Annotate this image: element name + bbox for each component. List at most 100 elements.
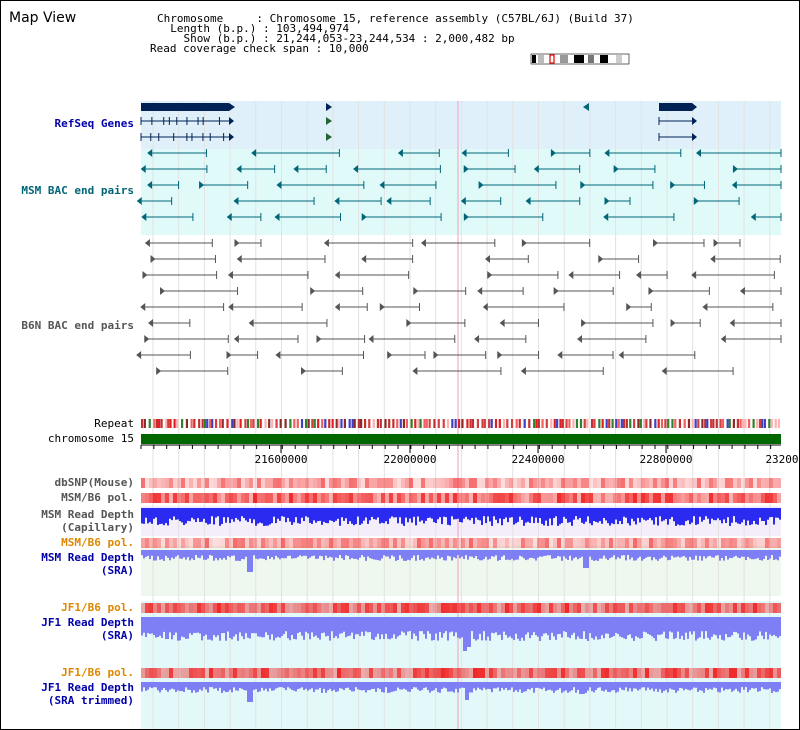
msm-b6-pol-cell (633, 493, 637, 503)
dbsnp-density-cell (281, 478, 285, 488)
msm-b6-pol-cell (333, 493, 337, 503)
jf1-trimmed-depth-bar (251, 682, 253, 702)
msm-b6-pol-sra-cell (777, 538, 781, 548)
jf1-b6-pol-trimmed-cell (257, 668, 261, 678)
jf1-trimmed-depth-bar (501, 682, 503, 688)
track-label-jf1-b6-pol-trimmed[interactable]: JF1/B6 pol. (61, 666, 134, 679)
msm-sra-depth-bar (479, 550, 481, 561)
track-label-b6n-bac[interactable]: B6N BAC end pairs (21, 319, 134, 332)
msm-bac-pair-end (525, 197, 531, 205)
repeat-segment (565, 419, 568, 428)
jf1-b6-pol-trimmed-cell (553, 668, 557, 678)
jf1-sra-depth-bar (143, 617, 145, 633)
jf1-sra-depth-bar (273, 617, 275, 641)
jf1-sra-depth-bar (453, 617, 455, 637)
track-label-msm-b6-pol-sra[interactable]: MSM/B6 pol. (61, 536, 134, 549)
repeat-segment (515, 419, 518, 428)
jf1-b6-pol-cell (633, 603, 637, 613)
track-label-repeat[interactable]: Repeat (94, 417, 134, 430)
msm-capillary-depth-bar (223, 508, 225, 518)
jf1-b6-pol-trimmed-cell (593, 668, 597, 678)
jf1-trimmed-depth-bar (571, 682, 573, 691)
b6n-bac-pair-end (433, 351, 439, 359)
msm-capillary-depth-bar (663, 508, 665, 521)
jf1-sra-depth-bar (209, 617, 211, 640)
msm-sra-depth-bar (767, 550, 769, 561)
msm-capillary-depth-bar (329, 508, 331, 521)
msm-sra-depth-bar (431, 550, 433, 558)
msm-capillary-depth-bar (307, 508, 309, 518)
msm-sra-depth-bar (333, 550, 335, 561)
track-label-msm-read-depth-sra[interactable]: MSM Read Depth (SRA) (41, 551, 134, 577)
jf1-sra-depth-bar (701, 617, 703, 632)
jf1-trimmed-depth-bar (729, 682, 731, 689)
track-label-dbsnp[interactable]: dbSNP(Mouse) (54, 476, 134, 489)
track-label-msm-read-depth-capillary[interactable]: MSM Read Depth (Capillary) (41, 508, 134, 534)
jf1-sra-depth-bar (409, 617, 411, 632)
jf1-b6-pol-cell (393, 603, 397, 613)
msm-b6-pol-cell (545, 493, 549, 503)
jf1-sra-depth-bar (591, 617, 593, 638)
msm-capillary-depth-bar (237, 508, 239, 520)
jf1-b6-pol-trimmed-cell (305, 668, 309, 678)
track-label-msm-bac[interactable]: MSM BAC end pairs (21, 184, 134, 197)
repeat-segment (541, 419, 544, 428)
msm-bac-pair-end (386, 197, 392, 205)
msm-bac-pair-end (460, 197, 466, 205)
dbsnp-density-cell (181, 478, 185, 488)
jf1-trimmed-depth-bar (323, 682, 325, 689)
msm-capillary-depth-bar (177, 508, 179, 520)
jf1-b6-pol-cell (773, 603, 777, 613)
track-label-refseq-genes[interactable]: RefSeq Genes (54, 117, 134, 130)
gene-arrow (326, 133, 332, 141)
msm-b6-pol-cell (261, 493, 265, 503)
msm-sra-depth-bar (331, 550, 333, 558)
b6n-bac-pair-end (420, 239, 426, 247)
msm-sra-depth-bar (449, 550, 451, 557)
dbsnp-density-cell (253, 478, 257, 488)
jf1-b6-pol-trimmed-cell (201, 668, 205, 678)
msm-capillary-depth-bar (595, 508, 597, 522)
jf1-sra-depth-bar (639, 617, 641, 639)
track-label-jf1-b6-pol[interactable]: JF1/B6 pol. (61, 601, 134, 614)
msm-capillary-depth-bar (619, 508, 621, 521)
msm-b6-pol-sra-cell (345, 538, 349, 548)
msm-sra-depth-bar (285, 550, 287, 559)
msm-sra-depth-bar (241, 550, 243, 559)
msm-b6-pol-sra-cell (297, 538, 301, 548)
track-label-chromosome[interactable]: chromosome 15 (47, 432, 134, 445)
msm-sra-depth-bar (683, 550, 685, 557)
ideogram-position-marker[interactable] (549, 54, 555, 64)
track-label-msm-b6-pol[interactable]: MSM/B6 pol. (61, 491, 134, 504)
msm-b6-pol-sra-cell (405, 538, 409, 548)
track-label-jf1-read-depth-trimmed[interactable]: JF1 Read Depth (SRA trimmed) (41, 681, 134, 707)
jf1-sra-depth-bar (619, 617, 621, 637)
dbsnp-density-cell (421, 478, 425, 488)
jf1-b6-pol-cell (741, 603, 745, 613)
track-label-jf1-read-depth-sra[interactable]: JF1 Read Depth (SRA) (41, 616, 134, 642)
msm-b6-pol-cell (461, 493, 465, 503)
msm-sra-depth-bar (305, 550, 307, 556)
jf1-b6-pol-cell (513, 603, 517, 613)
jf1-sra-depth-bar (629, 617, 631, 635)
msm-b6-pol-sra-cell (209, 538, 213, 548)
msm-b6-pol-cell (529, 493, 533, 503)
msm-sra-depth-bar (441, 550, 443, 558)
jf1-b6-pol-cell (273, 603, 277, 613)
msm-b6-pol-sra-cell (261, 538, 265, 548)
msm-b6-pol-sra-cell (433, 538, 437, 548)
chromosome-ideogram[interactable] (530, 53, 630, 65)
b6n-bac-pair-end (379, 303, 385, 311)
jf1-sra-depth-bar (667, 617, 669, 639)
jf1-b6-pol-trimmed-cell (529, 668, 533, 678)
dbsnp-density-cell (729, 478, 733, 488)
msm-sra-depth-bar (543, 550, 545, 557)
msm-sra-depth-bar (487, 550, 489, 560)
msm-sra-depth-bar (389, 550, 391, 559)
msm-capillary-depth-bar (643, 508, 645, 520)
jf1-trimmed-depth-bar (229, 682, 231, 690)
msm-capillary-depth-bar (291, 508, 293, 525)
repeat-segment (721, 419, 725, 428)
msm-b6-pol-sra-cell (229, 538, 233, 548)
